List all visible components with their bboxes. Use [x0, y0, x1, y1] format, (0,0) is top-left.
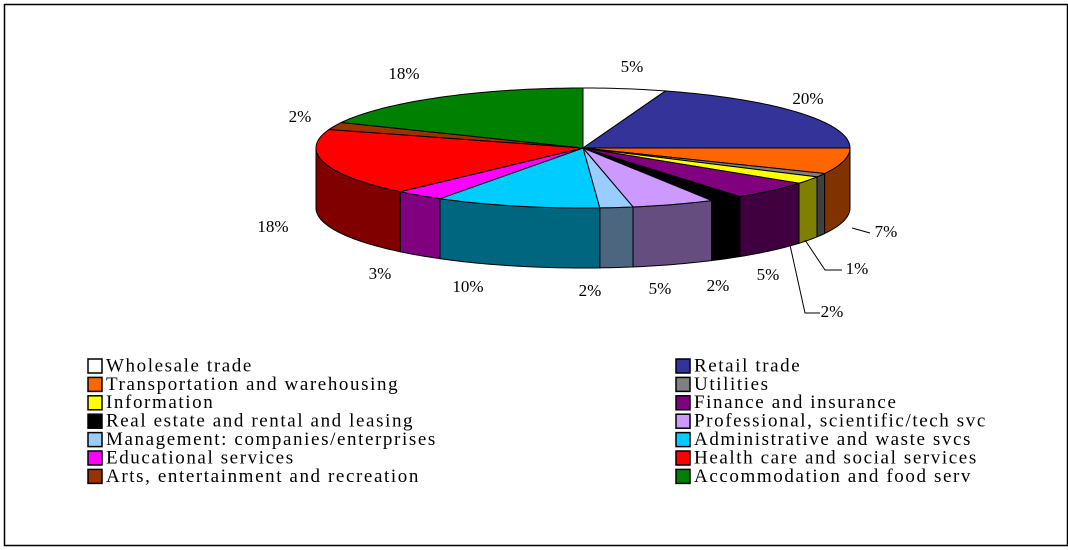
legend-label: Retail trade [694, 355, 801, 376]
slice [315, 128, 584, 193]
slice [582, 87, 667, 149]
legend-swatch [87, 376, 103, 393]
legend-label: Health care and social services [694, 447, 978, 468]
legend-label: Management: companies/enterprises [106, 429, 437, 450]
slice-side [399, 191, 441, 260]
legend-label: Utilities [694, 374, 770, 395]
legend-swatch [675, 395, 691, 411]
legend-swatch [675, 468, 691, 485]
legend-label: Finance and insurance [694, 392, 897, 413]
value-label: 5% [649, 279, 672, 298]
value-labels: 5% 20% 7% 1% 2% 5% 2% 5% 2% 10% 3% 18% 2% 18% [257, 57, 897, 321]
slice-side [798, 176, 818, 244]
slice [400, 147, 584, 200]
leader-line [851, 227, 871, 234]
value-label: 5% [621, 57, 644, 76]
legend-swatch [675, 431, 691, 448]
legend-label: Real estate and rental and leasing [106, 411, 414, 432]
legend-swatch [87, 450, 103, 466]
value-label: 10% [452, 277, 483, 296]
legend: Wholesale trade Retail trade Transportatio… [87, 355, 987, 487]
value-label: 18% [388, 64, 419, 83]
value-label: 2% [579, 281, 602, 300]
value-label: 18% [257, 217, 288, 236]
slice [582, 147, 635, 209]
legend-swatch [87, 468, 103, 485]
slice-side [711, 195, 741, 262]
slice [339, 87, 584, 149]
slice [581, 90, 851, 149]
slice-side [632, 200, 713, 268]
legend-swatch [87, 358, 103, 374]
value-label: 2% [821, 302, 844, 321]
leader-line [804, 239, 842, 271]
legend-swatch [87, 395, 103, 411]
slice-side [599, 206, 634, 269]
legend-label: Accommodation and food serv [694, 466, 972, 487]
value-label: 1% [846, 259, 869, 278]
value-label: 20% [792, 89, 823, 108]
legend-swatch [87, 413, 103, 429]
slice-side [816, 172, 826, 238]
slice-side [439, 198, 601, 269]
leader-line [789, 244, 820, 314]
slice [582, 147, 800, 198]
slice [582, 147, 851, 175]
value-label: 3% [369, 264, 392, 283]
pie [315, 87, 851, 269]
slice [582, 147, 714, 208]
value-label: 2% [707, 276, 730, 295]
legend-label: Information [106, 392, 214, 413]
legend-label: Administrative and waste svcs [694, 429, 972, 450]
value-label: 7% [875, 222, 898, 241]
legend-swatch [87, 431, 103, 448]
legend-label: Transportation and warehousing [106, 374, 399, 395]
slice [582, 147, 818, 184]
slice [439, 147, 601, 209]
slice [582, 147, 741, 202]
legend-label: Professional, scientific/tech svc [694, 411, 987, 432]
legend-swatch [675, 413, 691, 429]
value-label: 2% [289, 107, 312, 126]
legend-label: Educational services [106, 447, 295, 468]
value-label: 5% [757, 265, 780, 284]
legend-label: Wholesale trade [106, 355, 253, 376]
legend-swatch [675, 450, 691, 466]
legend-swatch [675, 358, 691, 374]
legend-label: Arts, entertainment and recreation [106, 466, 420, 487]
legend-swatch [675, 376, 691, 393]
